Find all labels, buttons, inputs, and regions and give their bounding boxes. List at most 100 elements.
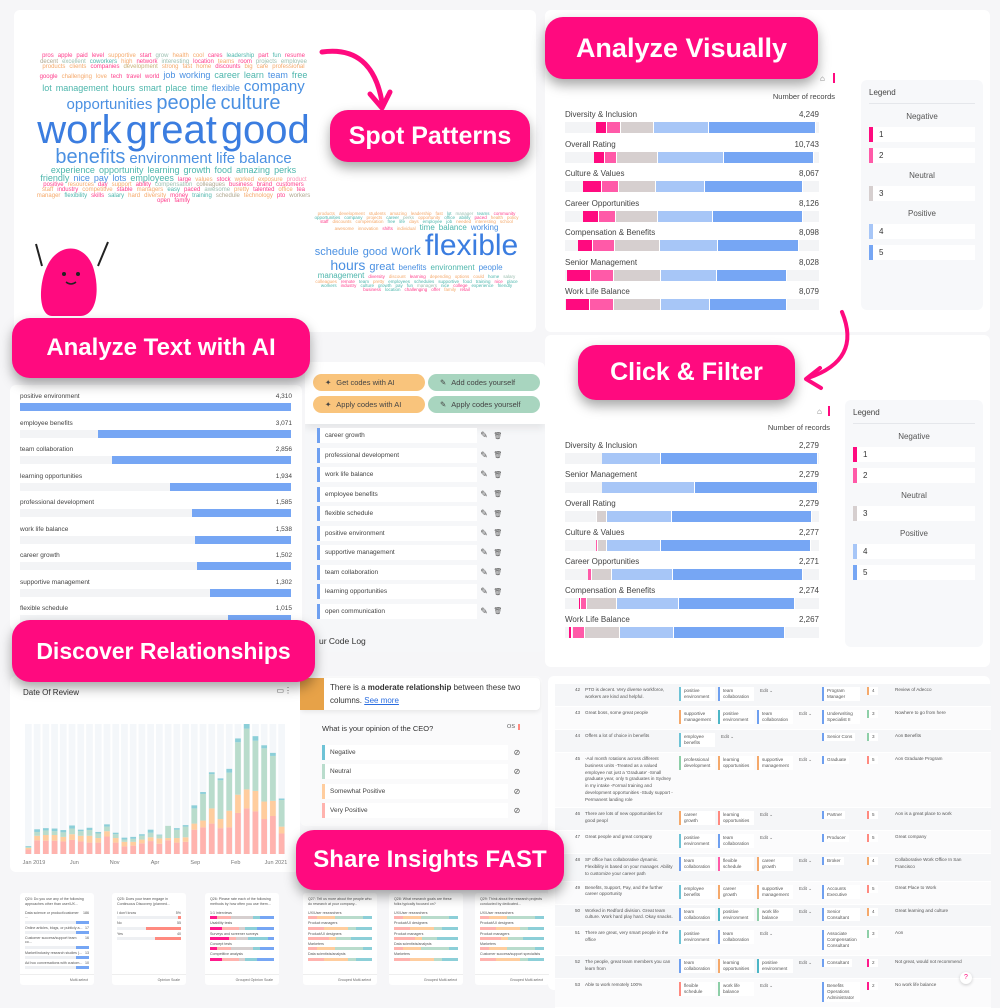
column-segment[interactable] <box>270 755 276 801</box>
legend-item-5[interactable]: 5 <box>869 245 975 260</box>
column-segment[interactable] <box>252 740 259 791</box>
column-segment[interactable] <box>104 824 110 827</box>
column-segment[interactable] <box>226 810 233 828</box>
count-bar[interactable] <box>98 429 292 438</box>
column-segment[interactable] <box>278 826 285 834</box>
delete-trash-icon[interactable]: 🗑 <box>493 510 503 518</box>
bar-segment-rating-1[interactable] <box>568 627 573 638</box>
column-segment[interactable] <box>112 842 119 854</box>
column-segment[interactable] <box>69 828 75 835</box>
bar-segment-rating-2[interactable] <box>604 151 618 163</box>
column-segment[interactable] <box>130 845 137 854</box>
column-segment[interactable] <box>147 832 154 838</box>
column-segment[interactable] <box>34 840 40 854</box>
edit-pencil-icon[interactable]: ✎ <box>480 488 488 499</box>
column-segment[interactable] <box>104 831 110 837</box>
bar-segment-rating-3[interactable] <box>616 210 659 222</box>
table-row[interactable]: 44 Offers a lot of choice in benefits empl… <box>555 730 991 753</box>
legend-item-2[interactable]: 2 <box>853 468 975 483</box>
code-tag[interactable]: flexible schedule <box>718 856 754 871</box>
bar-segment-rating-4[interactable] <box>602 453 662 464</box>
bar-segment-rating-5[interactable] <box>673 627 785 638</box>
legend-item-3[interactable]: 3 <box>853 506 975 521</box>
column-segment[interactable] <box>121 839 128 842</box>
table-row[interactable]: 48 SF office has collaborative dynamic. F… <box>555 854 991 882</box>
column-segment[interactable] <box>182 825 189 827</box>
chart-row[interactable]: Compensation & Benefits 2,274 <box>565 586 819 609</box>
legend-item-1[interactable]: 1 <box>853 447 975 462</box>
apply-codes-ai-button[interactable]: ✦ Apply codes with AI <box>313 396 425 413</box>
bar-segment-rating-1[interactable] <box>578 240 593 251</box>
column-segment[interactable] <box>252 790 259 812</box>
bar-segment-rating-1[interactable] <box>578 598 581 609</box>
column-segment[interactable] <box>235 742 241 795</box>
bar-segment-rating-5[interactable] <box>723 151 815 163</box>
column-segment[interactable] <box>51 831 58 835</box>
table-row[interactable]: 47 Great people and great company positive… <box>555 830 991 854</box>
chart-toolbar-icon[interactable]: ⌂ <box>820 74 825 83</box>
bar-segment-rating-3[interactable] <box>597 511 607 522</box>
edit-codes-dropdown[interactable]: Edit ⌄ <box>799 960 813 966</box>
code-list-item[interactable]: career growth ✎ 🗑 <box>317 428 545 443</box>
chart-toolbar-icon[interactable]: ⌂ <box>817 407 822 416</box>
code-tag[interactable]: employee benefits <box>679 884 715 899</box>
column-segment[interactable] <box>147 841 154 854</box>
code-tag[interactable]: team collaboration <box>718 687 754 701</box>
edit-pencil-icon[interactable]: ✎ <box>480 566 488 577</box>
column-segment[interactable] <box>208 772 215 775</box>
bar-segment-rating-3[interactable] <box>619 181 656 192</box>
column-segment[interactable] <box>165 840 171 854</box>
column-segment[interactable] <box>139 839 145 844</box>
bar-segment-rating-5[interactable] <box>694 482 818 493</box>
column-segment[interactable] <box>51 828 58 832</box>
code-list-item[interactable]: positive environment ✎ 🗑 <box>317 525 545 541</box>
code-tag[interactable]: positive environment <box>718 709 754 724</box>
column-segment[interactable] <box>69 825 75 829</box>
code-tag[interactable]: positive environment <box>757 959 793 974</box>
bar-segment-rating-4[interactable] <box>606 540 661 551</box>
column-segment[interactable] <box>130 836 137 839</box>
column-segment[interactable] <box>95 833 102 839</box>
column-segment[interactable] <box>252 811 259 854</box>
delete-trash-icon[interactable]: 🗑 <box>493 588 503 596</box>
bar-segment-rating-1[interactable] <box>566 299 590 310</box>
edit-pencil-icon[interactable]: ✎ <box>480 586 488 596</box>
column-segment[interactable] <box>252 736 259 741</box>
column-segment[interactable] <box>270 752 276 756</box>
column-segment[interactable] <box>95 831 102 834</box>
column-segment[interactable] <box>261 748 268 802</box>
code-count-row[interactable]: work life balance 1,538 <box>20 526 292 544</box>
legend-item-4[interactable]: 4 <box>869 224 975 239</box>
column-segment[interactable] <box>278 800 285 827</box>
edit-codes-dropdown[interactable]: Edit ⌄ <box>799 885 813 891</box>
column-segment[interactable] <box>261 819 268 854</box>
delete-trash-icon[interactable]: 🗑 <box>493 452 503 459</box>
column-segment[interactable] <box>182 837 189 842</box>
code-count-row[interactable]: flexible schedule 1,015 <box>20 605 292 623</box>
code-tag[interactable]: positive environment <box>679 930 715 945</box>
bar-segment-rating-3[interactable] <box>614 240 661 251</box>
legend-item-4[interactable]: 4 <box>853 544 975 559</box>
edit-codes-dropdown[interactable]: Edit ⌄ <box>760 834 774 840</box>
answer-option[interactable]: Very Positive ⊘ <box>322 803 526 818</box>
bar-segment-rating-2[interactable] <box>592 240 615 251</box>
bar-segment-rating-5[interactable] <box>672 569 804 580</box>
bar-segment-rating-4[interactable] <box>619 627 674 638</box>
column-segment[interactable] <box>182 841 189 854</box>
column-segment[interactable] <box>226 827 233 854</box>
code-tag[interactable]: work life balance <box>718 982 754 997</box>
code-tag[interactable]: professional development <box>679 755 715 770</box>
code-tag[interactable]: positive environment <box>718 907 754 922</box>
code-count-row[interactable]: learning opportunities 1,934 <box>20 473 292 491</box>
code-tag[interactable]: career growth <box>718 884 754 899</box>
code-list-item[interactable]: flexible schedule ✎ 🗑 <box>317 506 545 521</box>
column-segment[interactable] <box>104 826 110 832</box>
bar-segment-rating-5[interactable] <box>709 122 816 133</box>
column-segment[interactable] <box>77 841 84 854</box>
column-segment[interactable] <box>261 745 268 749</box>
chart-row[interactable]: Career Opportunities 8,126 <box>565 199 819 222</box>
bar-segment-rating-1[interactable] <box>582 210 599 222</box>
code-count-row[interactable]: career growth 1,502 <box>20 552 292 570</box>
column-segment[interactable] <box>191 823 198 830</box>
column-segment[interactable] <box>191 829 198 854</box>
